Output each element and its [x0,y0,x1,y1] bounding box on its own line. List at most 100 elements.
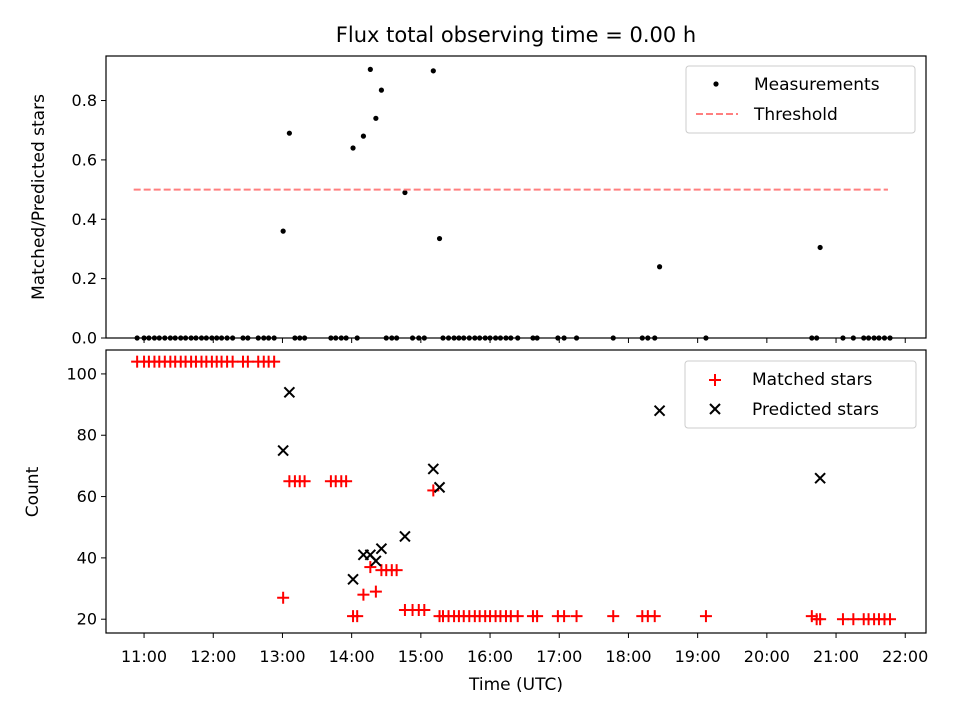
measurements-point [482,335,488,341]
measurements-point [508,335,514,341]
measurements-point [515,335,521,341]
bottom-legend-box [684,360,917,429]
x-tick-label: 19:00 [675,647,721,666]
x-tick-label: 17:00 [536,647,582,666]
measurements-point [193,335,199,341]
top-y-tick-label: 0.2 [72,269,97,288]
measurements-point [338,335,344,341]
measurements-point [639,335,645,341]
matched-stars-point [364,561,377,574]
measurements-point [497,335,504,341]
matched-stars-point [814,613,827,626]
measurements-point [530,335,536,341]
x-tick-label: 12:00 [190,647,236,666]
measurements-point [151,335,158,341]
matched-stars-point [558,610,571,623]
matched-stars-point [390,564,403,577]
matched-stars-point [607,610,620,623]
measurements-point [416,335,422,341]
legend-predicted-stars-marker [709,403,721,415]
measurements-point [409,335,416,341]
measurements-point [445,335,452,341]
predicted-stars-point [814,472,826,484]
measurements-point [328,335,334,341]
matched-stars-point [298,475,311,488]
bottom-y-ticks: 20 40 60 80 100 [66,364,106,629]
matched-stars-point [648,610,661,623]
measurements-point [850,335,856,341]
x-tick-label: 22:00 [882,647,928,666]
measurements-point [203,335,209,341]
measurements-point [814,335,820,341]
measurements-point [809,335,815,341]
measurements-point [172,335,178,341]
measurements-point [466,335,472,341]
measurements-point [456,335,462,341]
measurements-point [436,235,443,242]
measurements-point [198,335,205,341]
measurements-point [360,133,367,139]
matched-stars-point [570,610,583,623]
predicted-stars-point [433,481,446,494]
legend-measurements-marker [713,81,719,87]
x-tick-label: 11:00 [121,647,167,666]
measurements-point [703,335,709,341]
measurements-point [534,335,540,341]
legend-predicted-stars-label: Predicted stars [752,400,879,420]
chart-title: Flux total observing time = 0.00 h [336,23,696,47]
top-y-tick-label: 0.6 [72,150,97,169]
measurements-point [280,228,286,234]
measurements-point [421,335,427,341]
matched-stars-point [511,610,524,623]
predicted-stars-point [370,555,382,567]
measurements-point [871,335,877,341]
x-tick-label: 14:00 [329,647,375,666]
bottom-marks [131,355,897,626]
top-y-axis-label: Matched/Predicted stars [29,94,49,300]
measurements-point [230,335,236,341]
bottom-y-tick-label: 60 [77,487,97,506]
predicted-stars-point [427,463,440,475]
measurements-point [301,335,308,341]
matched-stars-point [357,588,370,601]
measurements-point [271,335,277,341]
predicted-stars-point [653,405,666,417]
measurements-point [383,335,389,341]
measurements-point [292,335,298,341]
measurements-point [492,335,499,341]
measurements-point [354,335,360,341]
matched-stars-point [241,355,254,368]
matched-stars-point [699,610,712,623]
x-tick-label: 16:00 [467,647,513,666]
measurements-point [881,335,888,341]
measurements-point [343,335,349,341]
matched-stars-point [418,604,431,617]
matched-stars-point [884,613,897,626]
measurements-point [297,335,303,341]
matched-stars-point [277,591,290,604]
measurements-point [573,335,580,341]
predicted-stars-point [347,573,359,586]
top-y-tick-label: 0.0 [72,329,97,348]
measurements-point [333,335,339,341]
measurements-point [561,335,567,341]
measurements-point [440,335,446,341]
measurements-point [876,335,882,341]
predicted-stars-point [277,444,289,457]
measurements-point [610,335,616,341]
matched-stars-point [340,475,353,488]
bottom-y-tick-label: 40 [77,548,97,567]
x-axis-label: Time (UTC) [468,675,563,695]
measurements-point [378,87,385,93]
x-tick-label: 20:00 [744,647,790,666]
measurements-point [461,335,467,341]
legend-matched-stars-marker [709,374,721,386]
measurements-point [214,335,220,341]
top-panel: 0.00.20.40.60.8 Matched/Predicted stars … [29,55,927,348]
legend-matched-stars-label: Matched stars [752,370,872,390]
measurements-point [389,335,395,341]
matched-stars-point [531,610,544,623]
x-tick-label: 15:00 [398,647,444,666]
predicted-stars-point [375,542,388,555]
legend-threshold-label: Threshold [753,105,838,125]
